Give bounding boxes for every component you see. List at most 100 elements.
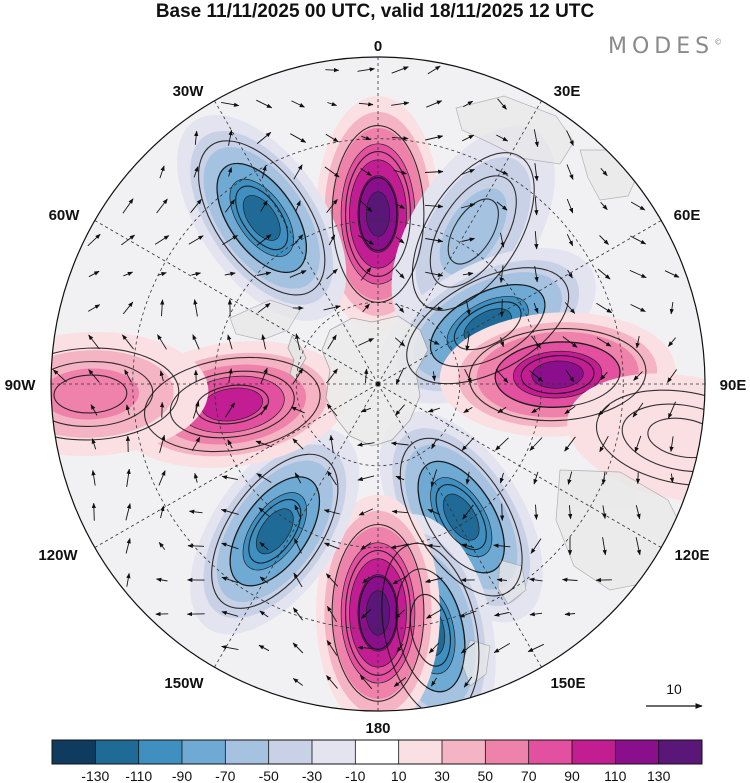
- wind-vector: [669, 302, 674, 315]
- wind-vector: [329, 434, 334, 453]
- wind-vector: [495, 437, 509, 451]
- label-30e: 30E: [554, 83, 581, 100]
- wind-vector: [295, 333, 301, 351]
- wind-vector: [126, 572, 131, 587]
- wind-vector: [259, 576, 269, 584]
- wind-vector: [259, 610, 269, 618]
- wind-vector: [600, 202, 608, 211]
- wind-vector: [534, 231, 539, 250]
- wind-vector: [567, 269, 573, 279]
- wind-vector: [496, 134, 509, 142]
- wind-vector: [534, 504, 539, 520]
- wind-vector: [425, 134, 444, 141]
- wind-vector: [390, 543, 409, 550]
- streamline: [345, 549, 411, 676]
- label-90w: 90W: [5, 377, 37, 394]
- wind-vector: [393, 677, 407, 687]
- colorbar-swatch: [528, 740, 573, 764]
- wind-vector: [221, 101, 240, 107]
- wind-vector: [634, 435, 642, 453]
- wind-vector: [191, 436, 201, 452]
- south-america-tip-outline: [229, 299, 301, 341]
- colorbar-tick-label: 130: [647, 768, 671, 783]
- wind-vector: [564, 436, 576, 452]
- streamline: [520, 355, 595, 395]
- wind-vector: [358, 338, 375, 346]
- colorbar-swatch: [268, 740, 313, 764]
- wind-vector: [91, 502, 97, 521]
- streamline: [468, 327, 647, 422]
- wind-vector: [327, 470, 337, 486]
- wind-vector: [228, 368, 233, 384]
- wind-vector: [357, 475, 375, 481]
- streamline: [411, 152, 535, 311]
- wind-vector: [159, 434, 166, 453]
- wind-vector: [426, 609, 442, 619]
- wind-vector: [462, 134, 475, 142]
- modes-logo-mark: ©: [714, 37, 723, 47]
- modes-logo: MODES©: [608, 34, 722, 59]
- wind-vector: [390, 441, 409, 446]
- wind-vector: [395, 269, 405, 279]
- wind-vector: [327, 334, 337, 350]
- wind-vector: [225, 402, 235, 418]
- wind-vector: [323, 509, 340, 515]
- streamline: [429, 284, 546, 368]
- label-60e: 60E: [674, 207, 701, 224]
- colorbar-tick-label: 90: [564, 768, 580, 783]
- wind-vector: [157, 334, 167, 350]
- colorbar-tick-label: -130: [81, 768, 109, 783]
- wind-vector: [466, 300, 471, 316]
- wind-vector: [391, 101, 410, 106]
- wind-vector: [465, 333, 470, 352]
- wind-vector: [566, 130, 574, 146]
- wind-vector: [360, 407, 371, 413]
- wind-vector: [357, 235, 375, 245]
- streamline: [198, 140, 326, 296]
- wind-vector: [602, 537, 607, 556]
- wind-vector: [463, 407, 473, 413]
- streamline: [345, 151, 411, 277]
- wind-vector: [496, 169, 509, 175]
- colorbar-swatch: [225, 740, 269, 764]
- wind-vector: [597, 268, 611, 280]
- wind-vector: [395, 236, 405, 244]
- label-90e: 90E: [720, 377, 747, 394]
- wind-vector: [256, 234, 272, 246]
- wind-vector: [493, 543, 511, 548]
- modes-logo-text: MODES: [608, 34, 715, 59]
- wind-vector: [564, 611, 576, 617]
- wind-vector: [190, 198, 202, 213]
- wind-vector: [228, 129, 233, 146]
- wind-vector: [431, 438, 437, 450]
- globe-border: [50, 56, 706, 712]
- wind-vector: [461, 237, 476, 242]
- wind-vector: [256, 473, 272, 483]
- anomaly-contour: [442, 493, 480, 541]
- colorbar-swatch: [398, 740, 443, 764]
- wind-vector: [428, 339, 440, 345]
- wind-vector: [567, 471, 573, 485]
- streamline: [621, 403, 705, 473]
- wind-vector: [463, 100, 474, 108]
- meridian-line: [377, 383, 662, 548]
- wind-vector: [425, 204, 444, 209]
- wind-vector: [258, 507, 270, 517]
- wind-vector: [358, 508, 374, 516]
- colorbar-tick-label: -110: [125, 768, 152, 783]
- streamline: [235, 185, 289, 251]
- wind-vector: [669, 436, 674, 453]
- wind-vector: [527, 643, 544, 653]
- wind-vector: [193, 166, 199, 178]
- streamline: [358, 177, 398, 251]
- wind-vector: [125, 404, 130, 416]
- wind-vector: [600, 168, 608, 177]
- wind-vector: [566, 164, 574, 181]
- wind-vector: [431, 677, 437, 687]
- wind-vector: [359, 199, 373, 213]
- wind-vector: [635, 537, 641, 556]
- streamline: [51, 347, 180, 441]
- wind-vector: [160, 505, 165, 519]
- wind-vector: [193, 472, 199, 483]
